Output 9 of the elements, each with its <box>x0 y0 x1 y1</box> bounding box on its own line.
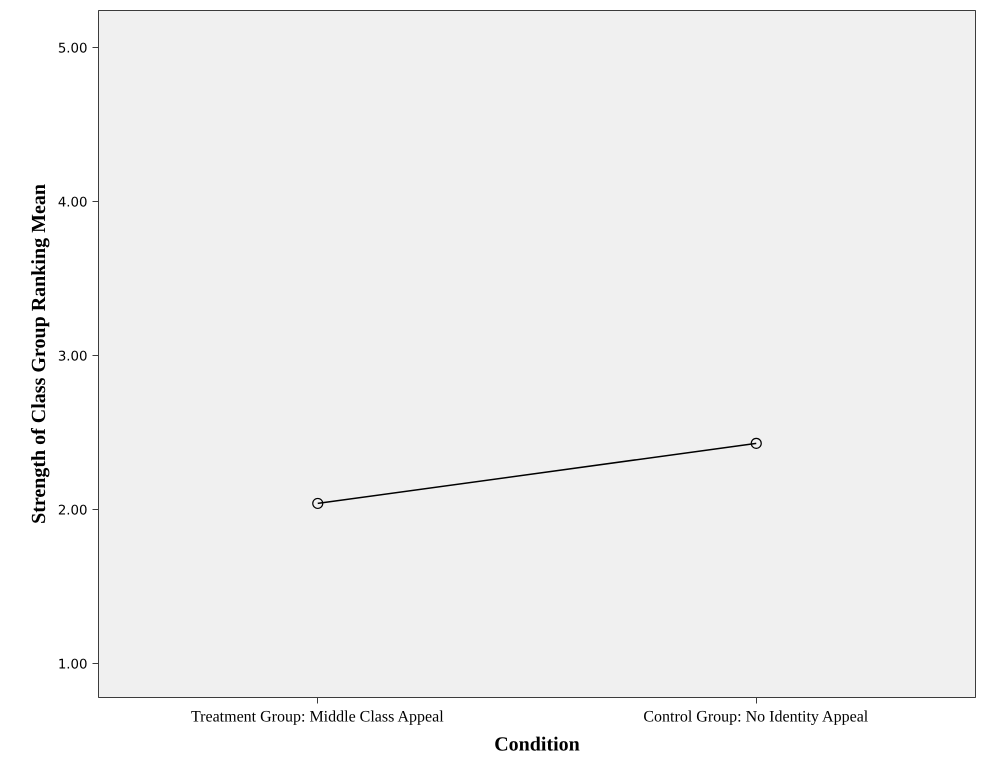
y-tick-label: 1.00 <box>58 658 88 673</box>
y-tick-label: 2.00 <box>58 504 88 519</box>
y-tick-label: 3.00 <box>58 350 88 365</box>
x-tick-label: Control Group: No Identity Appeal <box>643 708 869 726</box>
y-tick-label: 4.00 <box>58 196 88 211</box>
y-axis-title: Strength of Class Group Ranking Mean <box>28 184 50 524</box>
x-axis-title: Condition <box>494 734 580 756</box>
x-tick-label: Treatment Group: Middle Class Appeal <box>190 708 444 726</box>
y-tick-label: 5.00 <box>58 41 88 56</box>
